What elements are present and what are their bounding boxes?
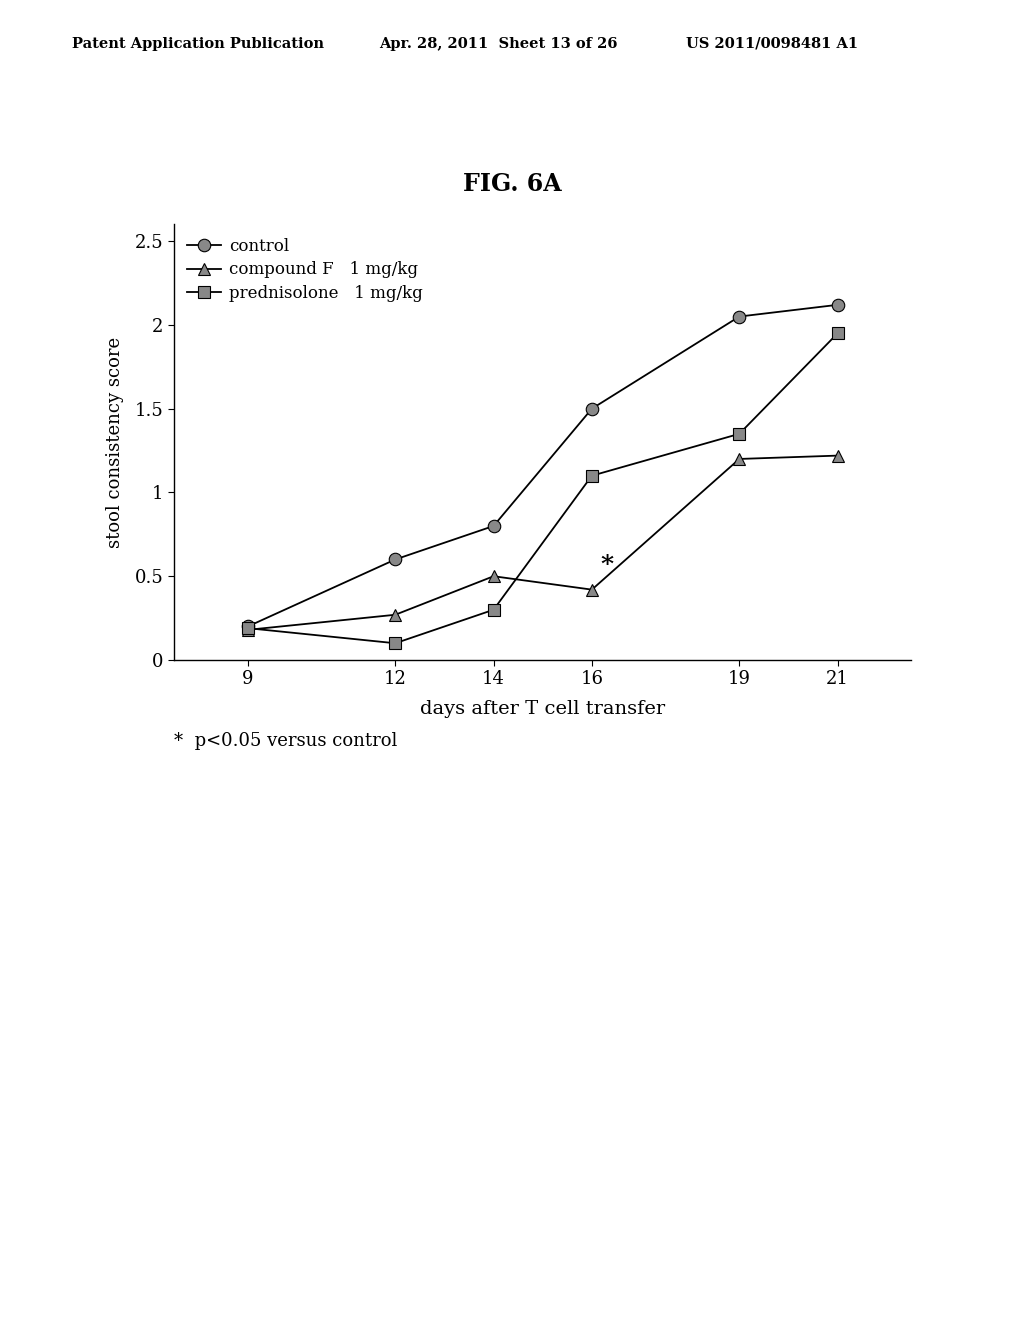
Line: prednisolone   1 mg/kg: prednisolone 1 mg/kg <box>243 327 843 649</box>
prednisolone   1 mg/kg <box>242 620 254 636</box>
control <box>487 517 500 533</box>
compound F   1 mg/kg <box>242 622 254 638</box>
compound F   1 mg/kg <box>586 582 598 598</box>
prednisolone   1 mg/kg <box>586 467 598 483</box>
prednisolone   1 mg/kg <box>389 635 401 651</box>
prednisolone   1 mg/kg <box>487 602 500 618</box>
Text: *  p<0.05 versus control: * p<0.05 versus control <box>174 731 397 750</box>
X-axis label: days after T cell transfer: days after T cell transfer <box>420 700 666 718</box>
Text: FIG. 6A: FIG. 6A <box>463 173 561 197</box>
control <box>733 309 745 325</box>
Text: *: * <box>600 553 613 577</box>
compound F   1 mg/kg <box>733 451 745 467</box>
control <box>831 297 844 313</box>
control <box>242 619 254 635</box>
Text: US 2011/0098481 A1: US 2011/0098481 A1 <box>686 37 858 50</box>
control <box>389 552 401 568</box>
prednisolone   1 mg/kg <box>733 426 745 442</box>
compound F   1 mg/kg <box>831 447 844 463</box>
control <box>586 401 598 417</box>
Text: Patent Application Publication: Patent Application Publication <box>72 37 324 50</box>
compound F   1 mg/kg <box>389 607 401 623</box>
Line: control: control <box>242 298 844 632</box>
compound F   1 mg/kg <box>487 569 500 585</box>
prednisolone   1 mg/kg <box>831 325 844 341</box>
Legend: control, compound F   1 mg/kg, prednisolone   1 mg/kg: control, compound F 1 mg/kg, prednisolon… <box>182 232 428 308</box>
Line: compound F   1 mg/kg: compound F 1 mg/kg <box>243 450 843 635</box>
Y-axis label: stool consistency score: stool consistency score <box>105 337 124 548</box>
Text: Apr. 28, 2011  Sheet 13 of 26: Apr. 28, 2011 Sheet 13 of 26 <box>379 37 617 50</box>
